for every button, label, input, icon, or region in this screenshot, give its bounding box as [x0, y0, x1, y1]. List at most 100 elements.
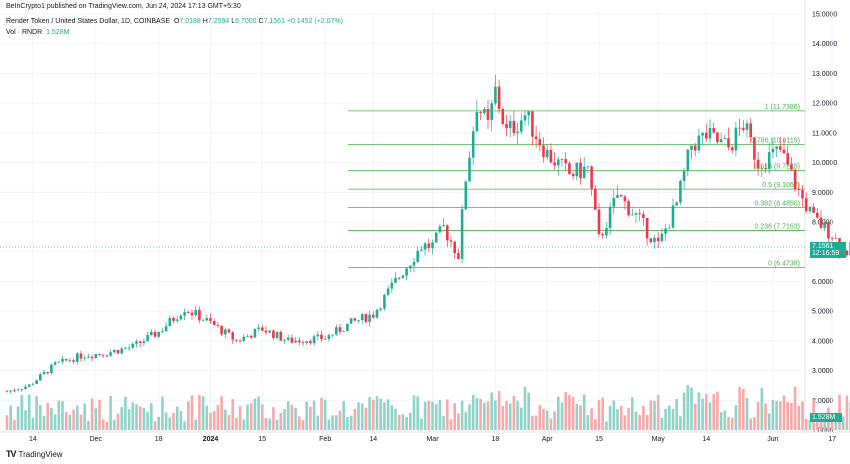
volume-bar [238, 406, 242, 430]
volume-bar [753, 417, 756, 430]
candle-body [20, 389, 24, 390]
x-tick-label: May [652, 436, 666, 443]
candle-body [142, 341, 146, 344]
y-tick-label: 8.0000 [812, 220, 834, 227]
candle-body [372, 314, 375, 318]
tradingview-logo[interactable]: TV TradingView [6, 449, 63, 459]
volume-bar [634, 411, 638, 430]
volume-bar [394, 408, 397, 430]
candle-body [830, 238, 834, 240]
volume-bar [201, 396, 205, 430]
candle-body [113, 349, 116, 353]
last-price-badge: 7.1561 12:16:59 [810, 242, 846, 259]
candle-body [560, 159, 564, 160]
volume-bar [372, 399, 375, 430]
candle-body [79, 353, 83, 359]
volume-bar [405, 417, 408, 430]
candle-body [216, 325, 220, 326]
candle-body [553, 162, 556, 166]
volume-bar [224, 409, 227, 430]
candle-body [690, 145, 693, 150]
volume-bar [442, 416, 445, 430]
candle-body [298, 340, 301, 343]
candle-body [246, 335, 249, 337]
x-tick-label: 14 [702, 436, 710, 443]
candle-body [571, 174, 575, 177]
volume-bar [483, 402, 486, 430]
candle-body [631, 214, 634, 216]
volume-bar [475, 398, 479, 430]
volume-bar [594, 419, 597, 430]
candle-body [283, 339, 286, 341]
volume-bar [775, 400, 778, 430]
volume-bar [627, 407, 630, 430]
volume-bar [420, 418, 423, 430]
candle-body [94, 354, 98, 358]
volume-bar [697, 392, 701, 430]
volume-bar [135, 404, 138, 430]
volume-bar [612, 400, 616, 430]
volume-bar [301, 420, 305, 430]
volume-bar [286, 401, 290, 430]
volume-bar [79, 414, 83, 430]
volume-bar [150, 403, 153, 430]
volume-bar [242, 419, 246, 430]
volume-bar [279, 412, 283, 430]
volume-bar [46, 402, 49, 430]
volume-bar [87, 420, 90, 430]
volume-bar [808, 420, 812, 430]
candle-body [187, 312, 190, 313]
volume-bar [353, 408, 357, 430]
candle-body [771, 148, 775, 153]
volume-bar [90, 398, 94, 430]
volume-bar [257, 396, 260, 430]
volume-bar [549, 418, 553, 430]
candle-body [253, 329, 257, 338]
candle-body [150, 331, 153, 336]
tradingview-mark-icon: TV [6, 449, 16, 459]
candle-body [645, 217, 649, 239]
volume-bar [16, 406, 20, 430]
candle-body [360, 314, 364, 321]
volume-bar [471, 394, 475, 430]
candle-body [497, 86, 501, 109]
candle-body [449, 240, 453, 242]
volume-bar [708, 402, 712, 430]
volume-bar [249, 403, 253, 430]
candle-body [405, 268, 408, 276]
candle-body [235, 339, 238, 341]
volume-bar [101, 419, 105, 430]
candle-body [549, 149, 553, 163]
volume-bar [690, 387, 693, 430]
volume-bar [113, 419, 116, 430]
fib-level-label: 0.618 (9.7275) [754, 164, 800, 171]
volume-bar [605, 421, 608, 430]
volume-bar [357, 402, 360, 430]
candle-body [767, 152, 771, 170]
volume-bar [590, 408, 593, 430]
candle-body [568, 163, 571, 175]
candle-body [790, 164, 793, 170]
volume-bar [823, 421, 826, 430]
candle-body [323, 338, 327, 340]
candle-body [13, 390, 16, 392]
candle-body [386, 288, 390, 295]
candle-body [586, 166, 590, 168]
volume-bar [209, 412, 212, 430]
candle-body [201, 320, 205, 322]
candle-body [431, 242, 434, 248]
volume-bar [416, 396, 419, 430]
candle-body [668, 227, 671, 229]
candle-body [231, 332, 234, 340]
candle-body [786, 153, 789, 165]
candle-body [764, 168, 767, 170]
volume-bar [220, 396, 223, 430]
volume-bar [520, 407, 523, 430]
candle-body [275, 331, 279, 338]
volume-bar [212, 411, 216, 430]
candle-body [309, 341, 312, 344]
volume-bar [327, 419, 331, 430]
candle-body [320, 334, 323, 340]
candle-body [623, 196, 627, 202]
